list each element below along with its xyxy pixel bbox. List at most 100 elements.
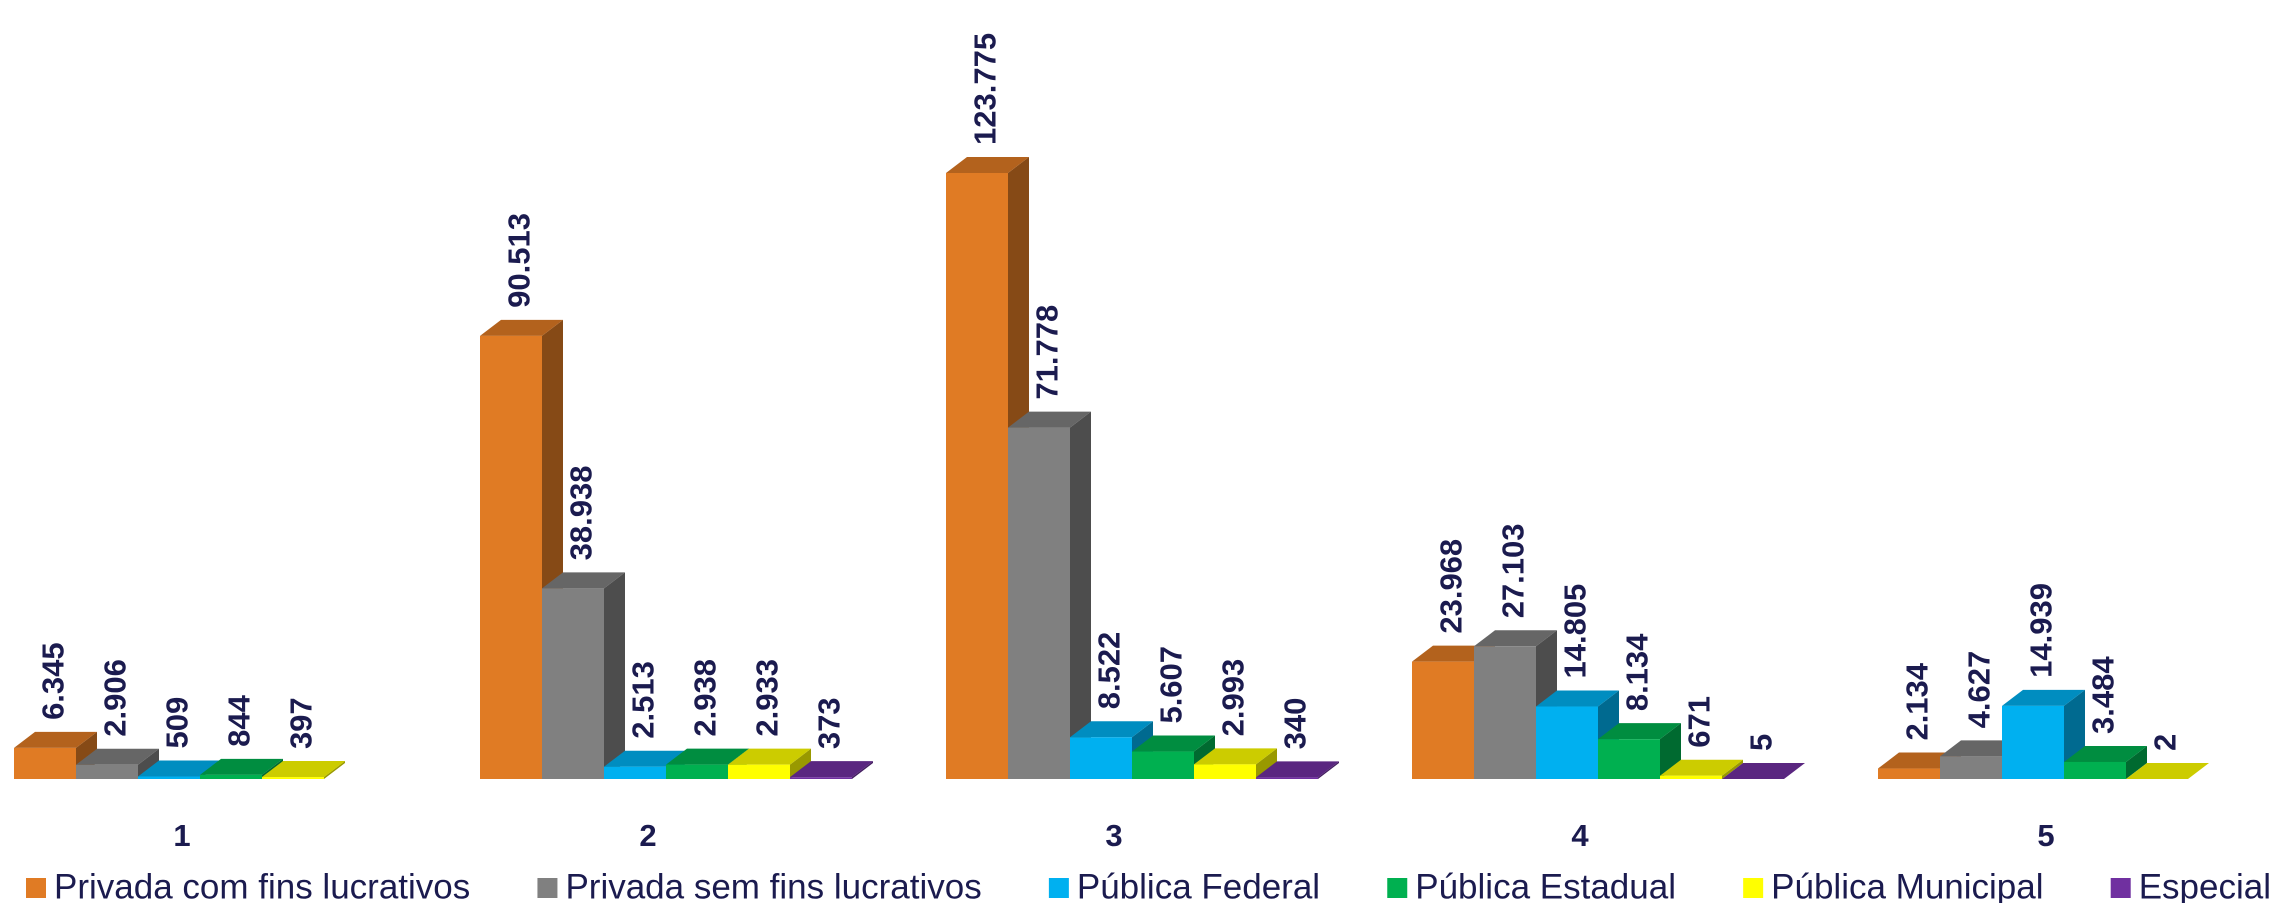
legend-label: Privada sem fins lucrativos bbox=[565, 867, 981, 903]
data-label: 340 bbox=[1278, 698, 1313, 750]
data-label: 2 bbox=[2148, 734, 2183, 751]
legend-item: Pública Municipal bbox=[1743, 867, 2044, 903]
legend-label: Pública Municipal bbox=[1771, 867, 2043, 903]
legend-label: Especial bbox=[2139, 867, 2271, 903]
legend-label: Pública Estadual bbox=[1415, 867, 1676, 903]
bar bbox=[2064, 761, 2126, 779]
bar bbox=[728, 764, 790, 779]
bar-top bbox=[1598, 723, 1681, 740]
data-label: 5 bbox=[1744, 734, 1779, 751]
data-label: 5.607 bbox=[1154, 646, 1189, 724]
data-label: 23.968 bbox=[1434, 539, 1469, 634]
data-label: 123.775 bbox=[968, 33, 1003, 145]
x-tick-label: 4 bbox=[1571, 818, 1589, 853]
bar bbox=[666, 764, 728, 779]
bar bbox=[946, 173, 1008, 779]
bar-top bbox=[2002, 689, 2085, 706]
bar-top bbox=[1256, 761, 1339, 778]
bar bbox=[14, 747, 76, 779]
data-label: 90.513 bbox=[502, 213, 537, 308]
legend-label: Pública Federal bbox=[1077, 867, 1320, 903]
bar-top bbox=[728, 748, 811, 765]
bar bbox=[76, 764, 138, 779]
bar bbox=[1598, 739, 1660, 779]
data-label: 8.522 bbox=[1092, 632, 1127, 710]
bar-top bbox=[1132, 735, 1215, 752]
x-tick-label: 5 bbox=[2037, 818, 2054, 853]
bar-side bbox=[1784, 762, 1805, 779]
bar-top bbox=[666, 748, 749, 765]
legend-item: Privada sem fins lucrativos bbox=[537, 867, 982, 903]
legend-swatch bbox=[537, 878, 558, 898]
data-label: 6.345 bbox=[36, 642, 71, 720]
bar-top bbox=[1536, 690, 1619, 707]
bar bbox=[1536, 706, 1598, 779]
bar-top bbox=[1474, 630, 1557, 647]
legend-item: Pública Federal bbox=[1048, 867, 1320, 903]
data-label: 671 bbox=[1682, 696, 1717, 748]
data-label: 27.103 bbox=[1496, 523, 1531, 618]
bar-top bbox=[946, 157, 1029, 173]
bar-top bbox=[604, 750, 687, 767]
data-label: 2.513 bbox=[626, 661, 661, 739]
bar-side bbox=[2126, 745, 2147, 779]
bar-side bbox=[138, 748, 159, 779]
bar-side bbox=[1318, 761, 1339, 779]
bar-top bbox=[1194, 748, 1277, 765]
legend-item: Pública Estadual bbox=[1387, 867, 1676, 903]
bar bbox=[480, 335, 542, 779]
data-label: 2.993 bbox=[1216, 659, 1251, 737]
data-label: 3.484 bbox=[2086, 656, 2121, 734]
bar-top bbox=[138, 760, 221, 777]
bar-top bbox=[2126, 762, 2209, 779]
x-tick-label: 3 bbox=[1105, 818, 1122, 853]
bar-top bbox=[76, 748, 159, 765]
data-label: 4.627 bbox=[1962, 651, 1997, 729]
bar-side bbox=[790, 748, 811, 779]
bar bbox=[604, 766, 666, 779]
bar bbox=[1660, 775, 1722, 779]
bar bbox=[1412, 661, 1474, 779]
data-label: 8.134 bbox=[1620, 633, 1655, 711]
legend-label: Privada com fins lucrativos bbox=[54, 867, 470, 903]
bar-top bbox=[14, 731, 97, 748]
bar-side bbox=[1722, 759, 1743, 779]
bar-top bbox=[2064, 745, 2147, 762]
bar bbox=[1256, 777, 1318, 779]
legend-swatch bbox=[1743, 878, 1764, 898]
bar bbox=[138, 776, 200, 779]
x-tick-label: 2 bbox=[639, 818, 656, 853]
bar-top bbox=[1660, 759, 1743, 776]
data-label: 844 bbox=[222, 694, 257, 746]
bar-side bbox=[604, 572, 625, 779]
bar bbox=[1940, 756, 2002, 779]
data-label: 397 bbox=[284, 697, 319, 749]
data-label: 373 bbox=[812, 697, 847, 749]
bar-top bbox=[480, 319, 563, 336]
bar-side bbox=[1070, 411, 1091, 779]
legend-item: Privada com fins lucrativos bbox=[26, 867, 470, 903]
data-label: 14.939 bbox=[2024, 583, 2059, 678]
legend-swatch bbox=[1387, 878, 1408, 898]
bar-side bbox=[852, 761, 873, 779]
legend-item: Especial bbox=[2110, 867, 2271, 903]
data-label: 38.938 bbox=[564, 466, 599, 561]
data-label: 2.938 bbox=[688, 659, 723, 737]
legend-swatch bbox=[26, 878, 46, 898]
bar-top bbox=[200, 758, 283, 775]
bar-side bbox=[324, 761, 345, 779]
data-label: 2.906 bbox=[98, 659, 133, 737]
legend-swatch bbox=[1048, 878, 1069, 898]
bar-top bbox=[790, 761, 873, 778]
bar bbox=[1194, 764, 1256, 779]
data-label: 2.134 bbox=[1900, 662, 1935, 740]
x-tick-label: 1 bbox=[173, 818, 190, 853]
bar bbox=[262, 777, 324, 779]
data-label: 14.805 bbox=[1558, 584, 1593, 679]
bar bbox=[1878, 768, 1940, 779]
bar bbox=[1008, 427, 1070, 779]
data-label: 2.933 bbox=[750, 659, 785, 737]
bar-top bbox=[542, 572, 625, 589]
legend-swatch bbox=[2110, 878, 2131, 898]
